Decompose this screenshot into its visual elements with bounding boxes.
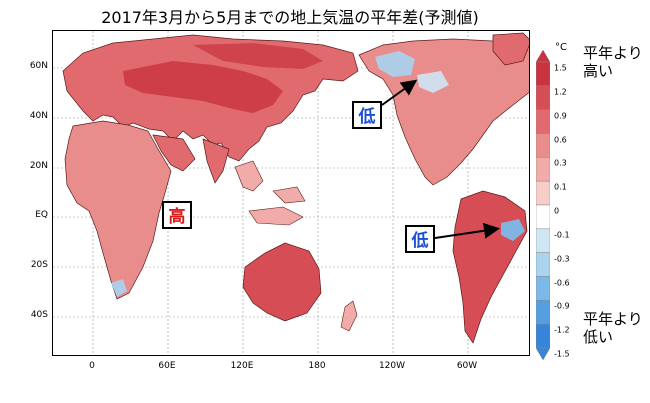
new-zealand — [340, 300, 358, 332]
low-label-south-america: 低 — [405, 225, 435, 253]
lon-label-120e: 120E — [230, 361, 254, 371]
canada-cold-patch — [417, 71, 449, 93]
brazil-cold-patch — [501, 219, 525, 241]
map-title: 2017年3月から5月までの地上気温の平年差(予測値) — [101, 8, 479, 27]
greenland — [492, 32, 529, 66]
colorbar-tick-label: -0.6 — [554, 278, 570, 287]
colorbar-unit: °C — [555, 42, 567, 53]
lat-label-40s: 40S — [30, 310, 48, 320]
colorbar-tick-label: 0 — [554, 206, 560, 216]
lon-label-60w: 60W — [456, 361, 478, 371]
lon-label-60e: 60E — [158, 361, 176, 371]
colorbar-tick-label: 1.5 — [554, 63, 567, 73]
lat-label-20s: 20S — [30, 260, 48, 270]
colorbar-tick-label: 0.6 — [554, 135, 567, 144]
australia-landmass — [242, 242, 322, 322]
colorbar-tick-label: -0.3 — [554, 254, 570, 264]
lat-label-20n: 20N — [29, 161, 48, 171]
high-label-africa: 高 — [162, 201, 192, 229]
siberia-warm — [193, 43, 323, 69]
south-africa-cold-patch — [111, 279, 127, 297]
lon-label-0: 0 — [89, 361, 95, 371]
colorbar-tick-label: -0.9 — [554, 301, 570, 311]
map-canvas — [53, 31, 529, 355]
lat-label-eq: EQ — [35, 210, 48, 220]
arabia-india — [152, 134, 230, 184]
alaska-cold-patch — [375, 51, 415, 77]
arrow-north-america — [381, 79, 418, 106]
colorbar-tick-label: 0.1 — [554, 182, 567, 192]
colorbar-bottom-arrow — [536, 347, 550, 360]
lon-label-120w: 120W — [378, 361, 406, 371]
low-label-north-america: 低 — [352, 101, 382, 129]
map-panel — [52, 30, 530, 356]
colorbar — [536, 50, 550, 360]
legend-low-text: 平年より低い — [583, 310, 643, 346]
colorbar-tick-label: -1.2 — [554, 325, 570, 335]
colorbar-tick-label: -1.5 — [554, 349, 570, 359]
se-asia-islands — [234, 160, 306, 226]
colorbar-tick-label: 0.9 — [554, 111, 567, 121]
lat-label-60n: 60N — [29, 61, 48, 71]
eurasia-warm-core — [123, 61, 283, 113]
colorbar-tick-label: 1.2 — [554, 87, 567, 97]
lon-label-180: 180 — [308, 361, 326, 371]
legend-high-text: 平年より高い — [583, 44, 643, 80]
colorbar-tick-label: -0.1 — [554, 230, 570, 240]
arrow-south-america — [434, 222, 500, 239]
africa-landmass — [64, 120, 172, 300]
colorbar-tick-label: 0.3 — [554, 158, 567, 168]
lat-label-40n: 40N — [29, 111, 48, 121]
